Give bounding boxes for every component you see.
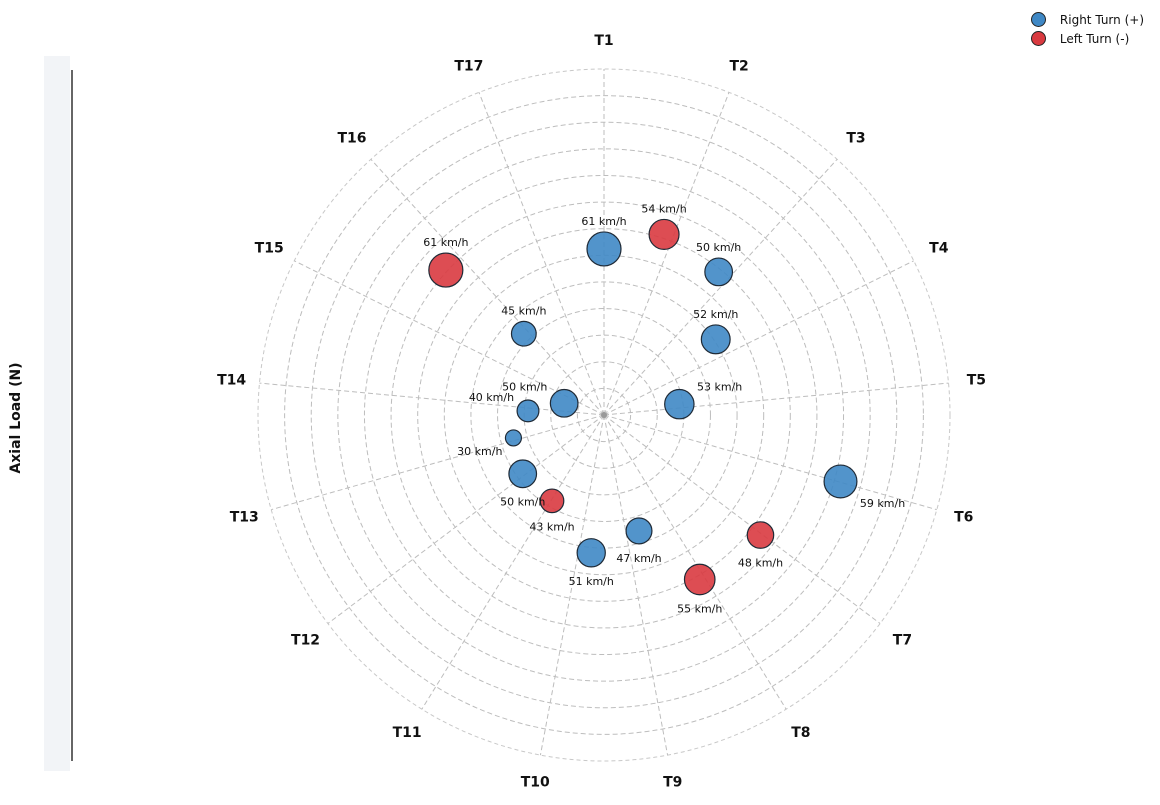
bubble-data-label: 54 km/h: [641, 202, 686, 215]
bubble-point: [508, 459, 538, 489]
polar-spoke: [603, 414, 669, 756]
bubble-data-label: 53 km/h: [697, 380, 742, 393]
category-tick-label: T17: [454, 58, 483, 74]
category-tick-label: T7: [893, 632, 912, 648]
bubble-point: [428, 252, 464, 288]
polar-grid-ring: [497, 308, 711, 522]
polar-spoke: [603, 158, 838, 416]
bubble-point: [516, 399, 540, 423]
legend-swatch-right-turn: [1030, 12, 1046, 27]
category-tick-label: T10: [521, 775, 550, 791]
category-tick-label: T12: [291, 632, 320, 648]
bubble-data-label: 50 km/h: [500, 496, 545, 509]
bubble-data-label: 50 km/h: [502, 380, 547, 393]
polar-grid-ring: [417, 228, 791, 602]
bubble-point: [586, 231, 622, 267]
category-tick-label: T11: [393, 725, 422, 741]
bubble-point: [549, 388, 579, 418]
bubble-data-label: 50 km/h: [696, 241, 741, 254]
bubble-data-label: 61 km/h: [423, 236, 468, 249]
bubble-point: [664, 388, 695, 420]
polar-spoke: [271, 414, 605, 511]
category-tick-label: T9: [663, 775, 682, 791]
bubble-point: [704, 257, 734, 287]
bubble-point: [576, 538, 606, 568]
polar-grid-ring: [550, 361, 658, 469]
bubble-data-label: 30 km/h: [457, 445, 502, 458]
bubble-point: [700, 324, 731, 355]
polar-spoke: [603, 414, 937, 511]
polar-spoke: [294, 260, 605, 416]
category-tick-label: T14: [217, 372, 246, 388]
polar-spoke: [421, 414, 605, 710]
polar-spoke: [603, 92, 730, 416]
polar-grid-ring: [363, 174, 845, 656]
left-axis-strip: [44, 56, 73, 771]
bubble-data-label: 51 km/h: [569, 575, 614, 588]
category-tick-label: T5: [967, 372, 986, 388]
bubble-data-label: 43 km/h: [529, 521, 574, 534]
polar-center: [601, 412, 607, 418]
category-tick-label: T6: [954, 509, 973, 525]
bubble-data-label: 52 km/h: [693, 308, 738, 321]
bubble-data-label: 48 km/h: [738, 556, 783, 569]
legend-item-right-turn: Right Turn (+): [1030, 10, 1144, 29]
category-tick-label: T2: [729, 58, 748, 74]
polar-spoke: [603, 260, 914, 416]
polar-spoke: [370, 158, 605, 416]
category-tick-label: T15: [255, 240, 284, 256]
legend-item-left-turn: Left Turn (-): [1030, 29, 1144, 48]
category-tick-label: T8: [791, 725, 810, 741]
bubble-data-label: 55 km/h: [677, 603, 722, 616]
bubble-point: [504, 429, 523, 447]
chart-legend: Right Turn (+) Left Turn (-): [1030, 10, 1144, 48]
bubble-point: [539, 488, 565, 514]
polar-grid-ring: [337, 148, 871, 682]
polar-spoke: [603, 414, 787, 710]
polar-spoke: [539, 414, 605, 756]
bubble-point: [648, 218, 680, 250]
bubble-point: [683, 563, 716, 596]
bubble-data-label: 40 km/h: [469, 391, 514, 404]
bubble-point: [746, 521, 775, 549]
polar-spoke: [259, 382, 605, 416]
category-tick-label: T4: [929, 240, 949, 256]
bubble-data-label: 47 km/h: [616, 552, 661, 565]
y-axis-label: Axial Load (N): [8, 362, 24, 474]
bubble-data-label: 45 km/h: [501, 304, 546, 317]
polar-grid-ring: [284, 95, 924, 735]
bubble-point: [823, 464, 858, 499]
bubble-point: [510, 320, 537, 347]
polar-outer-ring: [257, 68, 951, 762]
polar-spoke: [603, 414, 881, 624]
legend-label-left-turn: Left Turn (-): [1059, 31, 1130, 46]
category-tick-label: T1: [594, 33, 613, 49]
polar-spoke: [327, 414, 605, 624]
bubble-data-label: 61 km/h: [581, 215, 626, 228]
category-tick-label: T16: [338, 131, 367, 147]
polar-spoke: [478, 92, 605, 416]
category-tick-label: T3: [846, 131, 865, 147]
category-tick-label: T13: [230, 509, 259, 525]
polar-spoke: [603, 382, 949, 416]
bubble-data-label: 59 km/h: [860, 497, 905, 510]
bubble-point: [625, 517, 653, 545]
legend-label-right-turn: Right Turn (+): [1059, 12, 1144, 27]
legend-swatch-left-turn: [1030, 31, 1046, 46]
